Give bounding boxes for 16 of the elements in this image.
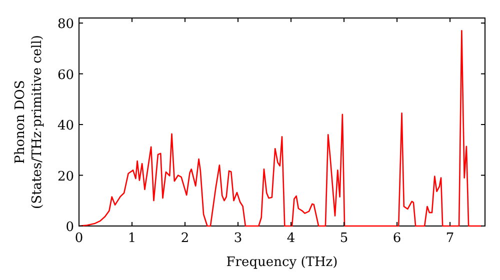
line-series (78, 30, 482, 227)
y-axis-title: Phonon DOS (States/THz·primitive cell) (13, 34, 45, 210)
x-tick-label: 3 (234, 231, 242, 246)
y-tick-label: 20 (57, 169, 74, 184)
x-tick-label: 5 (340, 231, 348, 246)
x-tick-label: 0 (74, 231, 84, 246)
x-tick-label: 7 (446, 231, 454, 246)
y-tick-label: 80 (57, 17, 74, 32)
x-axis-title: Frequency (THz) (226, 255, 338, 270)
x-tick-label: 6 (392, 231, 402, 246)
x-tick-label: 1 (128, 231, 136, 246)
x-tick-label: 4 (286, 231, 296, 246)
y-tick-label: 40 (57, 118, 74, 134)
y-tick-label: 0 (66, 220, 74, 235)
y-tick-label: 60 (57, 68, 74, 83)
x-tick-label: 2 (180, 231, 190, 246)
